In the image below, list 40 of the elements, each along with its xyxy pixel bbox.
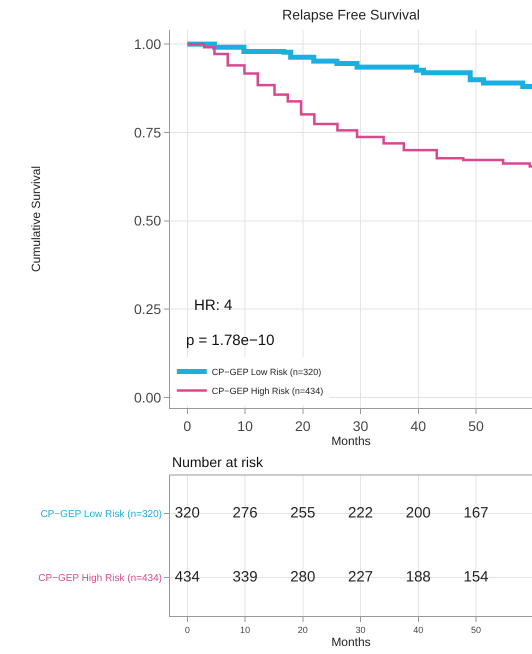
y-tick-label: 0.25 (134, 300, 162, 317)
x-axis-title: Months (331, 434, 371, 448)
x-tick-label: 50 (468, 418, 484, 434)
data-label: 154 (463, 568, 489, 586)
y-tick-label: 0.00 (134, 389, 162, 406)
x-tick-label: 40 (413, 624, 424, 635)
data-label: 255 (290, 504, 316, 522)
y-tick-label: 1.00 (134, 36, 162, 52)
data-label: 280 (290, 568, 316, 586)
data-label: 222 (348, 504, 374, 522)
x-tick-label: 40 (410, 418, 426, 434)
y-axis-title: Cumulative Survival (29, 166, 44, 272)
data-label: 227 (348, 568, 374, 586)
x-tick-label: 50 (470, 624, 482, 635)
data-label: 167 (463, 504, 489, 522)
x-tick-label: 30 (356, 624, 366, 635)
x-tick-label: 20 (298, 624, 308, 635)
x-axis-title: Months (331, 634, 371, 649)
x-tick-label: 20 (295, 418, 311, 434)
legend-label: CP−GEP High Risk (n=434) (212, 386, 324, 396)
y-tick-label: CP−GEP Low Risk (n=320) (40, 509, 162, 520)
x-tick-label: 10 (237, 418, 254, 434)
annotation: HR: 4 (194, 297, 232, 314)
x-tick-label: 0 (184, 624, 190, 635)
chart-title: Number at risk (172, 454, 264, 470)
data-label: 320 (174, 504, 200, 522)
legend-label: CP−GEP Low Risk (n=320) (212, 367, 322, 378)
y-tick-label: 0.75 (134, 124, 162, 140)
annotation: p = 1.78e−10 (186, 332, 274, 349)
data-label: 200 (406, 504, 431, 522)
y-tick-label: CP−GEP High Risk (n=434) (38, 573, 162, 584)
chart-title: Relapse Free Survival (282, 6, 420, 23)
data-label: 339 (232, 568, 258, 586)
y-tick-label: 0.50 (134, 212, 162, 229)
data-label: 276 (232, 504, 258, 522)
data-label: 434 (174, 568, 200, 586)
x-tick-label: 0 (183, 418, 192, 434)
x-tick-label: 30 (352, 418, 369, 434)
x-tick-label: 10 (240, 624, 250, 635)
data-label: 188 (406, 568, 431, 586)
